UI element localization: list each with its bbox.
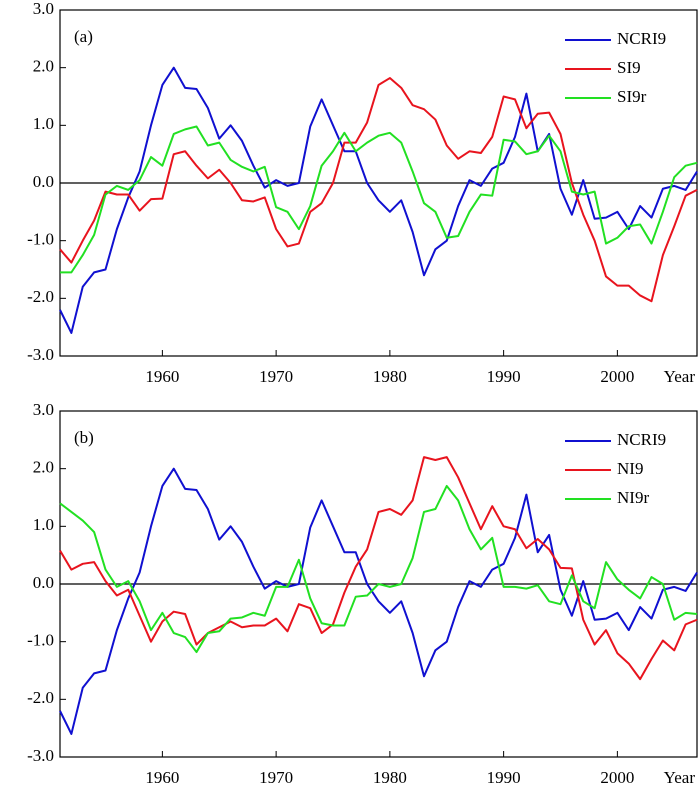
data-line [59,77,698,303]
data-line [60,125,698,274]
y-tick-label: -1.0 [27,230,54,249]
x-tick-label: 2000 [600,367,634,386]
y-tick-label: 2.0 [33,57,54,76]
y-tick-label: -3.0 [27,345,54,364]
y-tick-label: -1.0 [27,631,54,650]
legend-label: SI9r [617,87,647,106]
y-tick-label: 3.0 [33,0,54,18]
y-tick-label: -2.0 [27,688,54,707]
panel-label: (b) [74,428,94,447]
x-tick-label: 1960 [145,768,179,787]
x-tick-label: 1970 [259,768,293,787]
y-tick-label: 1.0 [33,114,54,133]
x-tick-label: 1970 [259,367,293,386]
x-tick-label: 1980 [373,367,407,386]
y-tick-label: 1.0 [33,515,54,534]
data-line [59,484,698,654]
y-tick-label: 3.0 [33,400,54,419]
data-line [59,66,698,334]
legend-label: NI9r [617,488,649,507]
plot-frame [59,410,698,758]
y-tick-label: -2.0 [27,287,54,306]
y-tick-label: 0.0 [33,573,54,592]
x-axis-label: Year [664,768,696,787]
legend-label: NCRI9 [617,29,666,48]
panel-label: (a) [74,27,93,46]
x-axis-label: Year [664,367,696,386]
y-tick-label: -3.0 [27,746,54,765]
x-tick-label: 2000 [600,768,634,787]
y-tick-label: 2.0 [33,458,54,477]
x-tick-label: 1990 [487,367,521,386]
legend-label: NI9 [617,459,643,478]
x-tick-label: 1980 [373,768,407,787]
legend-label: NCRI9 [617,430,666,449]
x-tick-label: 1990 [487,768,521,787]
x-tick-label: 1960 [145,367,179,386]
data-line [59,467,698,735]
legend-label: SI9 [617,58,641,77]
y-tick-label: 0.0 [33,172,54,191]
plot-frame [59,9,698,357]
data-line [59,456,698,681]
